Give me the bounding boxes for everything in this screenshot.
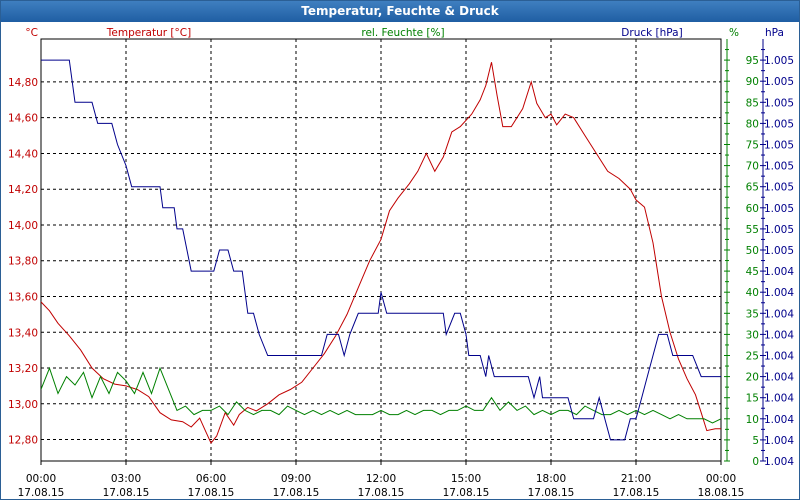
humidity-tick-label: 75 bbox=[746, 140, 759, 152]
x-tick-date: 17.08.15 bbox=[358, 487, 405, 499]
temperature-tick-label: 13,80 bbox=[8, 256, 38, 268]
humidity-tick-label: 15 bbox=[746, 393, 759, 405]
x-tick-date: 17.08.15 bbox=[188, 487, 235, 499]
x-tick-date: 18.08.15 bbox=[698, 487, 745, 499]
pressure-tick-label: 1.004 bbox=[764, 435, 794, 447]
pressure-tick-label: 1.004 bbox=[764, 287, 794, 299]
humidity-tick-label: 65 bbox=[746, 182, 759, 194]
pressure-tick-label: 1.005 bbox=[764, 182, 794, 194]
series-line-humidity bbox=[41, 366, 721, 424]
pressure-tick-label: 1.005 bbox=[764, 55, 794, 67]
pressure-tick-label: 1.004 bbox=[764, 456, 794, 468]
pressure-tick-label: 1.005 bbox=[764, 245, 794, 257]
pressure-tick-label: 1.005 bbox=[764, 118, 794, 130]
pressure-tick-label: 1.004 bbox=[764, 266, 794, 278]
x-tick-time: 03:00 bbox=[111, 473, 141, 485]
humidity-tick-label: 30 bbox=[746, 329, 759, 341]
pressure-axis-label: Druck [hPa] bbox=[621, 27, 682, 39]
humidity-tick-label: 90 bbox=[746, 76, 759, 88]
chart-area: 00:00 17.08.15 03:00 17.08.15 06:00 17.08.15 0… bbox=[8, 27, 794, 499]
x-tick-time: 18:00 bbox=[536, 473, 566, 485]
humidity-tick-label: 0 bbox=[752, 456, 759, 468]
temperature-axis-label: Temperatur [°C] bbox=[106, 27, 191, 39]
pressure-tick-label: 1.005 bbox=[764, 161, 794, 173]
humidity-tick-label: 60 bbox=[746, 203, 759, 215]
temperature-tick-label: 13,40 bbox=[8, 327, 38, 339]
pressure-tick-label: 1.005 bbox=[764, 76, 794, 88]
humidity-tick-label: 5 bbox=[752, 435, 759, 447]
x-tick-time: 00:00 bbox=[706, 473, 736, 485]
series-line-pressure bbox=[41, 59, 721, 441]
temperature-tick-label: 12,80 bbox=[8, 435, 38, 447]
x-tick-time: 00:00 bbox=[26, 473, 56, 485]
humidity-axis-label: rel. Feuchte [%] bbox=[361, 27, 444, 39]
x-tick-date: 17.08.15 bbox=[528, 487, 575, 499]
x-tick-date: 17.08.15 bbox=[18, 487, 65, 499]
humidity-tick-label: 50 bbox=[746, 245, 759, 257]
humidity-tick-label: 85 bbox=[746, 97, 759, 109]
pressure-tick-label: 1.004 bbox=[764, 372, 794, 384]
x-tick-time: 09:00 bbox=[281, 473, 311, 485]
temperature-tick-label: 14,60 bbox=[8, 113, 38, 125]
pressure-tick-label: 1.004 bbox=[764, 393, 794, 405]
window-title: Temperatur, Feuchte & Druck bbox=[1, 1, 799, 22]
humidity-unit-label: % bbox=[729, 27, 739, 39]
temperature-tick-label: 14,80 bbox=[8, 77, 38, 89]
humidity-tick-label: 25 bbox=[746, 351, 759, 363]
series-line-temperature bbox=[41, 62, 721, 445]
humidity-tick-label: 35 bbox=[746, 308, 759, 320]
humidity-tick-label: 40 bbox=[746, 287, 759, 299]
pressure-tick-label: 1.004 bbox=[764, 329, 794, 341]
x-tick-time: 06:00 bbox=[196, 473, 226, 485]
x-tick-time: 12:00 bbox=[366, 473, 396, 485]
humidity-tick-label: 80 bbox=[746, 118, 759, 130]
humidity-tick-label: 95 bbox=[746, 55, 759, 67]
pressure-tick-label: 1.005 bbox=[764, 224, 794, 236]
humidity-tick-label: 45 bbox=[746, 266, 759, 278]
pressure-tick-label: 1.005 bbox=[764, 140, 794, 152]
x-tick-date: 17.08.15 bbox=[273, 487, 320, 499]
temperature-unit-label: °C bbox=[25, 27, 38, 39]
temperature-tick-label: 13,00 bbox=[8, 399, 38, 411]
pressure-tick-label: 1.005 bbox=[764, 97, 794, 109]
pressure-unit-label: hPa bbox=[765, 27, 784, 39]
x-tick-date: 17.08.15 bbox=[443, 487, 490, 499]
temperature-tick-label: 13,20 bbox=[8, 363, 38, 375]
x-tick-time: 21:00 bbox=[621, 473, 651, 485]
x-tick-date: 17.08.15 bbox=[103, 487, 150, 499]
pressure-tick-label: 1.004 bbox=[764, 308, 794, 320]
temperature-tick-label: 14,20 bbox=[8, 184, 38, 196]
temperature-tick-label: 13,60 bbox=[8, 291, 38, 303]
humidity-tick-label: 20 bbox=[746, 372, 759, 384]
temperature-tick-label: 14,00 bbox=[8, 220, 38, 232]
pressure-tick-label: 1.005 bbox=[764, 203, 794, 215]
humidity-tick-label: 70 bbox=[746, 161, 759, 173]
temperature-tick-label: 14,40 bbox=[8, 148, 38, 160]
humidity-tick-label: 55 bbox=[746, 224, 759, 236]
pressure-tick-label: 1.004 bbox=[764, 414, 794, 426]
pressure-tick-label: 1.004 bbox=[764, 351, 794, 363]
humidity-tick-label: 10 bbox=[746, 414, 759, 426]
x-tick-date: 17.08.15 bbox=[613, 487, 660, 499]
x-tick-time: 15:00 bbox=[451, 473, 481, 485]
